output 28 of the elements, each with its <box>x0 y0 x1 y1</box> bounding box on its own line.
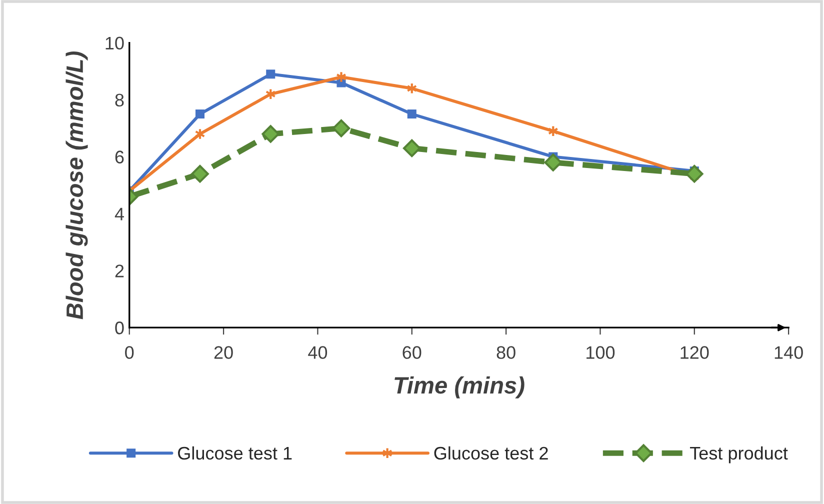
x-axis-title: Time (mins) <box>394 376 524 398</box>
y-tick-label: 4 <box>114 208 124 220</box>
y-tick-label: 8 <box>115 94 124 107</box>
x-tick-label: 100 <box>586 346 615 359</box>
x-tick-label: 0 <box>125 346 134 359</box>
point <box>262 125 280 143</box>
point <box>191 164 209 183</box>
y-axis-title: Blood glucose (mmol/L) <box>66 51 88 320</box>
x-tick-label: 60 <box>402 346 422 359</box>
point <box>402 139 421 158</box>
y-tick-label: 10 <box>106 36 124 50</box>
legend-label: Test product <box>690 446 788 464</box>
point <box>266 70 276 79</box>
point <box>195 110 205 119</box>
point <box>685 164 704 183</box>
legend-label: Glucose test 1 <box>178 446 292 460</box>
x-tick-label: 120 <box>680 346 709 359</box>
x-tick-label: 80 <box>496 346 516 359</box>
point <box>544 154 562 172</box>
y-tick-label: 2 <box>115 264 124 278</box>
point <box>407 110 416 119</box>
legend-label: Glucose test 2 <box>434 446 548 460</box>
point <box>332 119 350 138</box>
x-tick-label: 140 <box>774 346 803 359</box>
x-tick-label: 20 <box>214 346 233 359</box>
y-tick-label: 6 <box>115 150 124 164</box>
y-tick-label: 0 <box>115 322 124 334</box>
x-tick-label: 40 <box>308 346 328 359</box>
